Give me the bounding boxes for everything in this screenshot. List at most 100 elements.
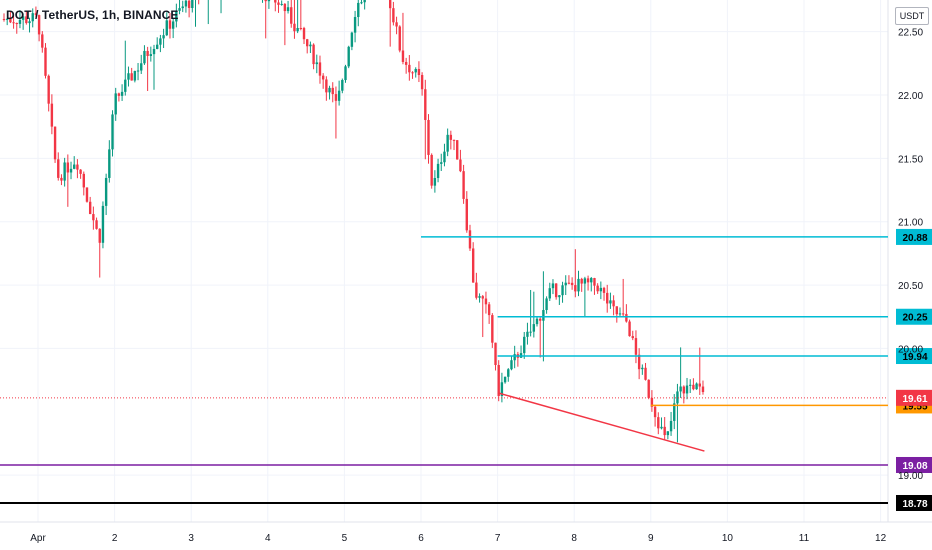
level-label-bg [896, 308, 932, 325]
candle-up [685, 385, 689, 394]
candle-down [290, 7, 293, 24]
candle-down [462, 171, 465, 199]
candle-down [34, 13, 38, 16]
candle-up [73, 164, 76, 169]
candle-down [9, 18, 12, 23]
candle-up [357, 2, 360, 18]
level-label-bg [896, 348, 932, 365]
candle-up [149, 54, 153, 56]
candle-down [60, 177, 63, 181]
candle-up [133, 70, 137, 81]
candle-up [443, 151, 446, 163]
candle-up [660, 426, 663, 429]
time-tick-label: 3 [188, 533, 194, 544]
time-tick-label: 12 [875, 533, 887, 544]
grid [0, 0, 932, 523]
candle-up [114, 93, 117, 115]
candle-down [277, 2, 280, 5]
candle-down [698, 383, 701, 387]
candle-up [347, 46, 350, 67]
candle-up [666, 431, 670, 436]
candle-up [69, 168, 73, 173]
candle-up [159, 38, 162, 45]
level-label-bg [896, 456, 932, 473]
candle-up [111, 114, 114, 150]
candle-up [296, 27, 299, 32]
candle-up [564, 282, 567, 286]
candle-up [618, 313, 622, 315]
candle-down [650, 397, 654, 407]
candle-up [267, 0, 271, 2]
candle-down [274, 0, 277, 3]
candle-down [57, 159, 60, 178]
candle-down [302, 28, 306, 40]
time-tick-label: 9 [648, 533, 654, 544]
candle-down [701, 386, 705, 393]
candle-up [63, 162, 66, 181]
candle-up [101, 205, 105, 243]
candle-up [577, 278, 580, 292]
candle-down [580, 278, 583, 284]
candle-up [510, 360, 513, 370]
level-label: 18.78 [902, 499, 927, 510]
candle-down [408, 64, 411, 73]
candle-up [599, 287, 603, 292]
candle-up [191, 0, 194, 9]
candle-down [130, 73, 133, 81]
candle-down [264, 0, 267, 2]
last-price-label: 19.61 [902, 394, 927, 405]
candle-down [459, 159, 462, 172]
candle-down [82, 173, 85, 188]
candle-up [500, 382, 504, 396]
candle-down [76, 164, 79, 170]
candle-up [181, 6, 184, 9]
candle-up [523, 336, 526, 354]
price-tick-label: 21.50 [898, 154, 923, 165]
candle-up [679, 386, 682, 392]
candle-up [344, 66, 347, 81]
currency-button[interactable]: USDT [895, 7, 929, 25]
candle-up [31, 13, 34, 22]
candle-up [178, 8, 181, 11]
candle-up [171, 21, 175, 29]
trendline [497, 392, 705, 452]
candle-down [50, 103, 54, 127]
candle-down [554, 283, 558, 298]
candle-down [146, 50, 149, 56]
chart-title: DOT / TetherUS, 1h, BINANCE [6, 8, 179, 22]
candle-down [117, 93, 121, 96]
candle-up [152, 48, 156, 55]
candle-up [162, 35, 165, 39]
time-tick-label: Apr [30, 533, 46, 544]
candle-up [558, 295, 561, 298]
candle-down [53, 126, 57, 160]
candle-down [491, 315, 494, 343]
candle-down [66, 162, 70, 173]
candle-down [427, 119, 430, 155]
price-tick-label: 20.00 [898, 344, 923, 355]
candle-up [18, 19, 22, 24]
candle-down [312, 44, 315, 65]
candle-down [95, 220, 98, 229]
candle-up [548, 288, 551, 299]
candle-down [424, 89, 427, 120]
candle-up [328, 87, 331, 93]
candle-down [596, 285, 599, 292]
candle-down [606, 292, 609, 304]
candle-up [353, 17, 357, 33]
candle-down [334, 94, 338, 101]
level-label: 19.08 [902, 461, 927, 472]
candle-down [318, 62, 322, 76]
candle-down [539, 318, 542, 321]
time-tick-label: 7 [495, 533, 501, 544]
candle-down [187, 0, 191, 9]
price-tick-label: 22.00 [898, 91, 923, 102]
candle-down [404, 61, 408, 65]
candle-down [574, 285, 577, 292]
candle-up [545, 298, 548, 311]
candle-down [621, 313, 625, 315]
candle-up [526, 331, 529, 337]
candle-up [175, 10, 178, 22]
candle-up [165, 20, 168, 36]
